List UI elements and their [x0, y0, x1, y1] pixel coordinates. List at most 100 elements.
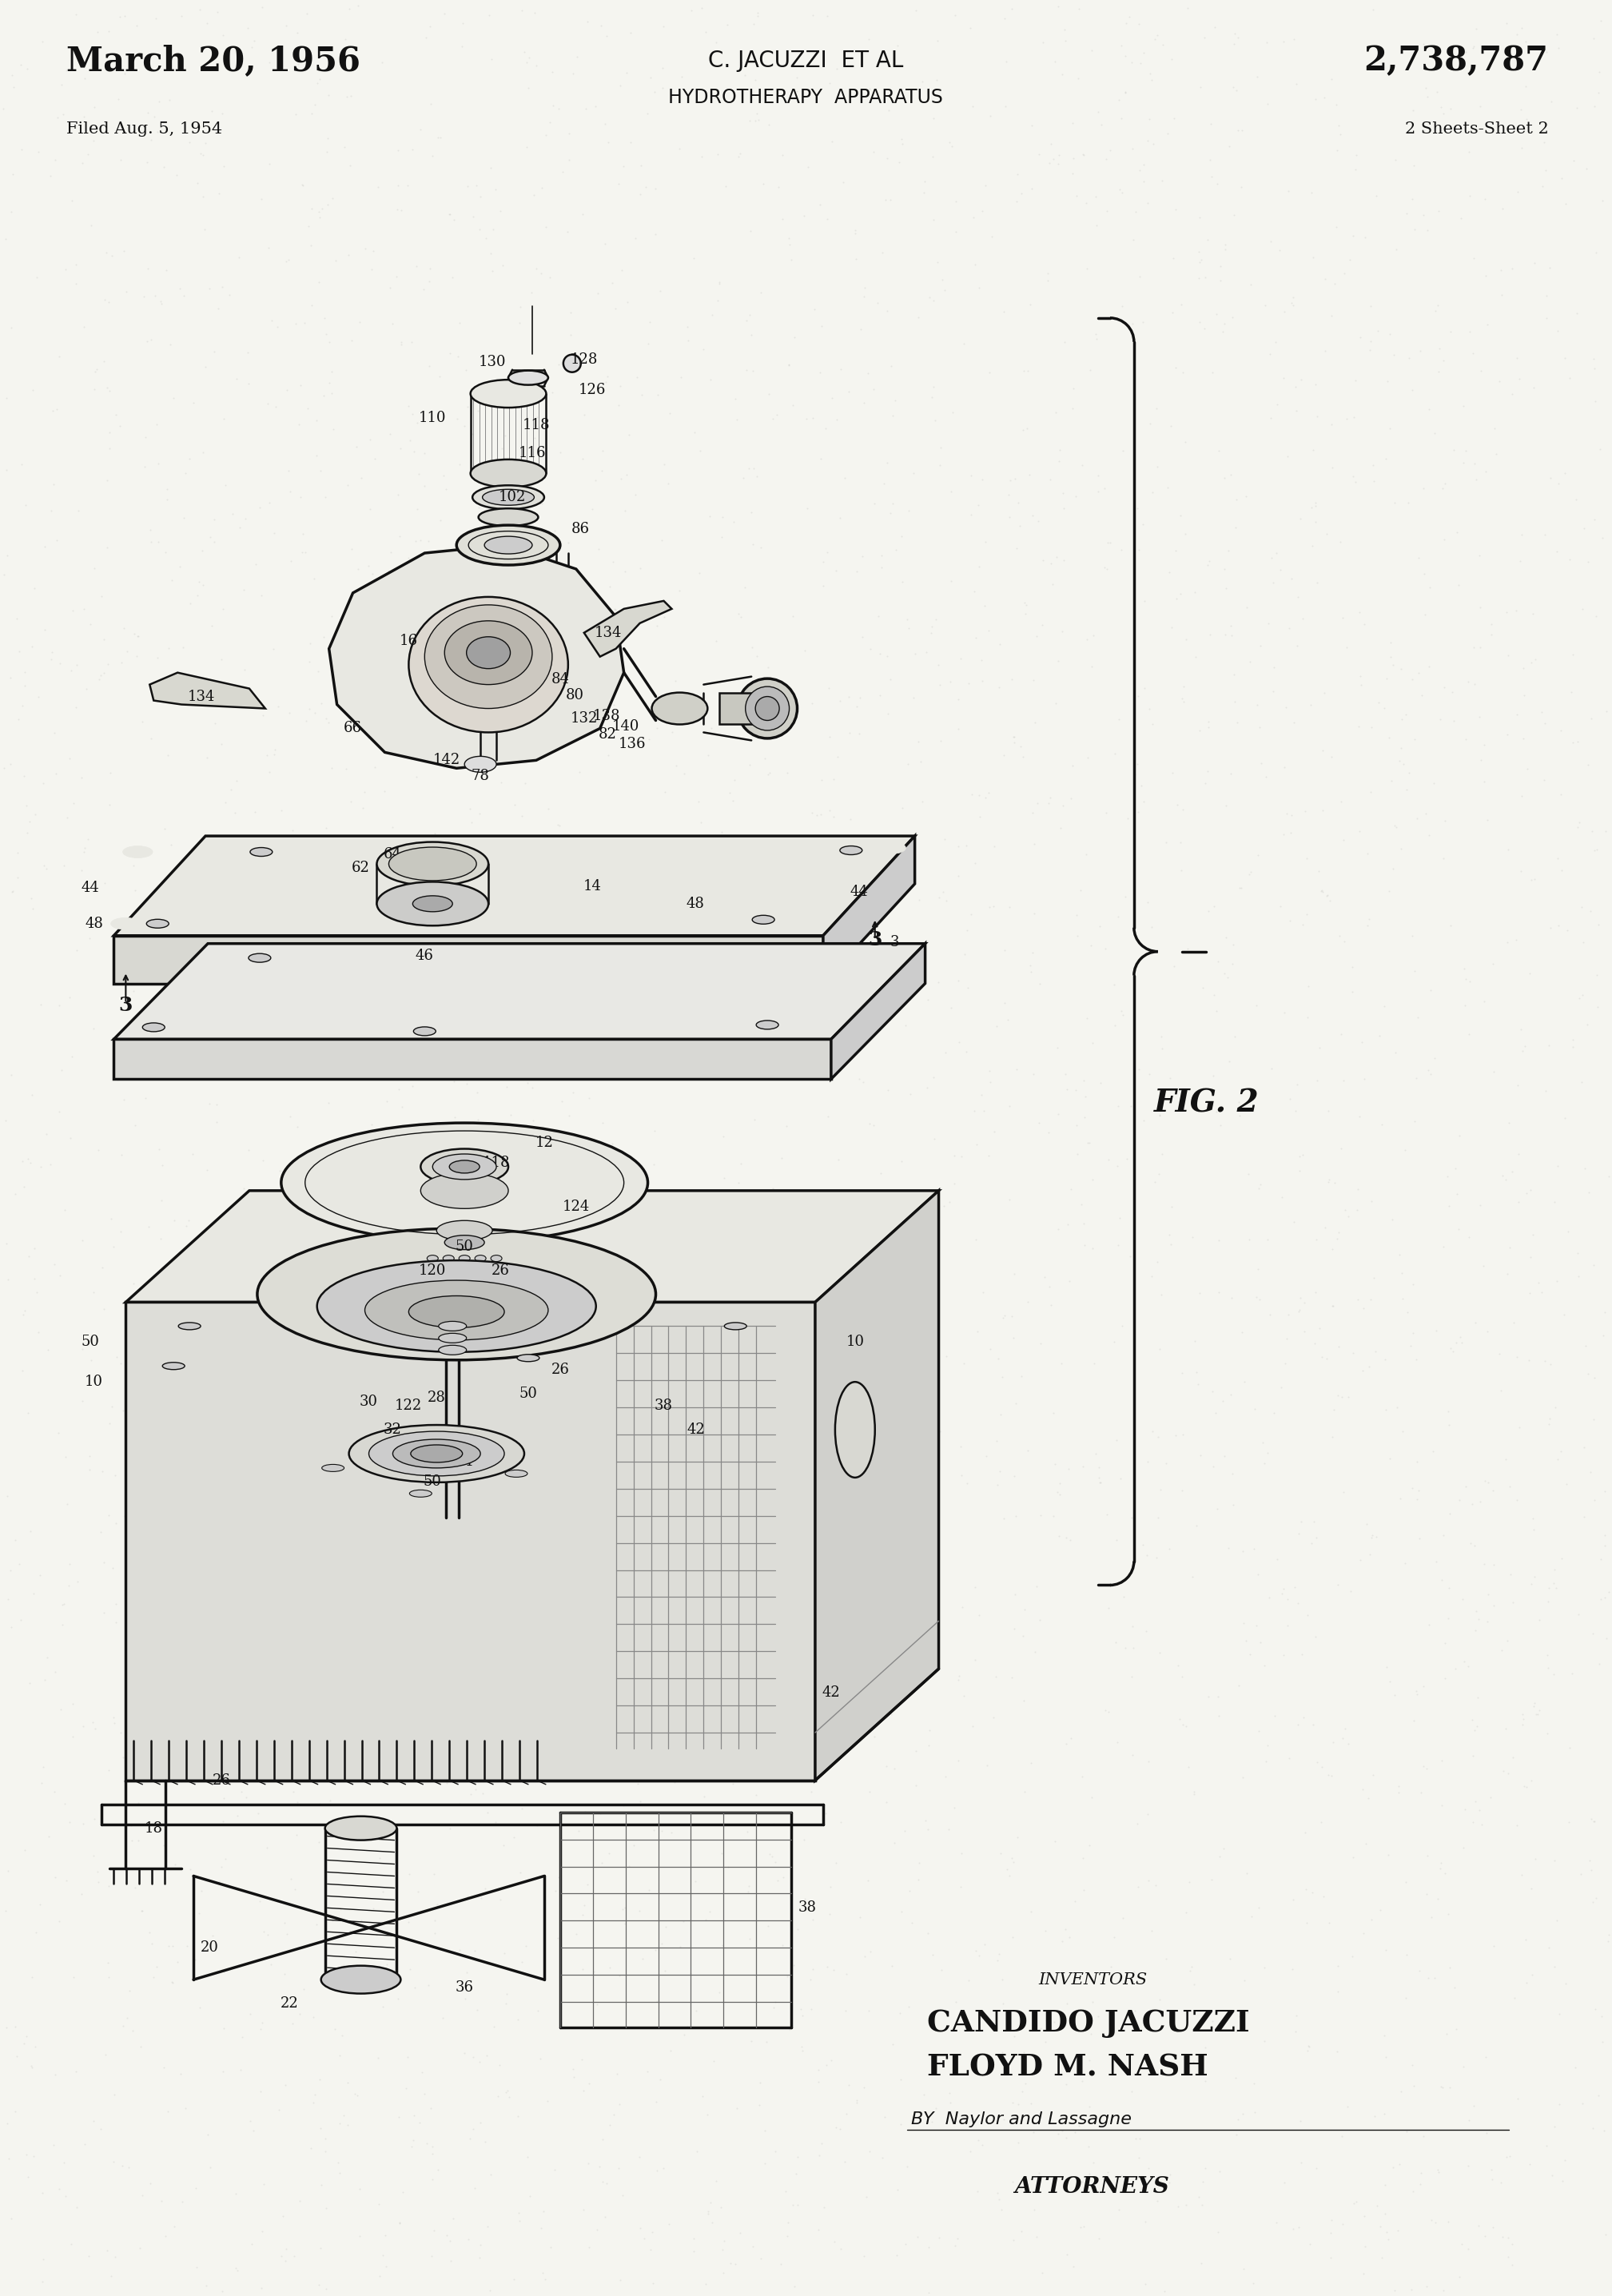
Point — [1386, 2144, 1412, 2181]
Point — [1522, 1559, 1548, 1596]
Point — [832, 1029, 858, 1065]
Point — [711, 1159, 737, 1196]
Point — [1380, 850, 1406, 886]
Point — [969, 461, 995, 498]
Point — [1243, 1391, 1269, 1428]
Point — [472, 739, 498, 776]
Point — [698, 1722, 724, 1759]
Point — [785, 2138, 811, 2174]
Point — [709, 498, 735, 535]
Point — [437, 1812, 463, 1848]
Point — [1304, 565, 1330, 602]
Point — [817, 1896, 843, 1933]
Point — [743, 1632, 769, 1669]
Point — [501, 1573, 527, 1609]
Point — [967, 799, 993, 836]
Ellipse shape — [438, 1320, 466, 1332]
Point — [1493, 1162, 1519, 1199]
Point — [92, 2037, 118, 2073]
Point — [466, 2239, 492, 2275]
Point — [1122, 755, 1148, 792]
Point — [840, 1619, 866, 1655]
Point — [1046, 1210, 1072, 1247]
Point — [1201, 976, 1227, 1013]
Point — [1235, 1995, 1261, 2032]
Point — [1351, 1290, 1377, 1327]
Point — [1478, 1779, 1504, 1816]
Point — [513, 765, 538, 801]
Point — [899, 1628, 925, 1665]
Point — [492, 1035, 517, 1072]
Point — [613, 1906, 638, 1942]
Point — [121, 971, 147, 1008]
Point — [1499, 250, 1525, 287]
Point — [943, 1984, 969, 2020]
Point — [1080, 1231, 1106, 1267]
Point — [129, 1600, 155, 1637]
Point — [1494, 923, 1520, 960]
Point — [490, 248, 516, 285]
Ellipse shape — [724, 1322, 746, 1329]
Point — [445, 1359, 471, 1396]
Point — [588, 1180, 614, 1217]
Point — [1375, 2220, 1401, 2257]
Point — [205, 289, 231, 326]
Point — [97, 429, 123, 466]
Point — [19, 2050, 45, 2087]
Point — [131, 1433, 156, 1469]
Point — [766, 168, 791, 204]
Point — [224, 1798, 250, 1835]
Point — [780, 1591, 806, 1628]
Point — [861, 1279, 887, 1316]
Point — [164, 156, 190, 193]
Point — [438, 1118, 464, 1155]
Text: FIG. 2: FIG. 2 — [1154, 1088, 1259, 1118]
Point — [419, 1759, 445, 1795]
Point — [1354, 1506, 1380, 1543]
Point — [1225, 113, 1251, 149]
Point — [1117, 1238, 1143, 1274]
Point — [877, 661, 903, 698]
Point — [471, 1775, 496, 1812]
Point — [185, 563, 211, 599]
Point — [1066, 60, 1091, 96]
Point — [556, 523, 582, 560]
Point — [642, 1114, 667, 1150]
Point — [600, 1130, 625, 1166]
Point — [1356, 1779, 1381, 1816]
Polygon shape — [114, 934, 824, 983]
Point — [140, 1958, 166, 1995]
Point — [771, 1860, 796, 1896]
Point — [1460, 2087, 1486, 2124]
Point — [143, 1277, 169, 1313]
Point — [390, 1511, 416, 1548]
Point — [1019, 496, 1045, 533]
Point — [492, 418, 517, 455]
Point — [322, 2011, 348, 2048]
Point — [874, 1513, 899, 1550]
Point — [390, 2174, 416, 2211]
Point — [814, 1194, 840, 1231]
Point — [445, 1472, 471, 1508]
Point — [1393, 696, 1419, 732]
Point — [1078, 32, 1104, 69]
Point — [1272, 748, 1298, 785]
Point — [506, 386, 532, 422]
Point — [861, 133, 887, 170]
Point — [135, 250, 161, 287]
Point — [1430, 471, 1456, 507]
Point — [405, 1577, 430, 1614]
Point — [1309, 1805, 1335, 1841]
Point — [303, 402, 329, 439]
Point — [355, 549, 380, 585]
Point — [1535, 1584, 1560, 1621]
Point — [358, 491, 384, 528]
Point — [1277, 608, 1302, 645]
Point — [501, 1818, 527, 1855]
Point — [1541, 1552, 1567, 1589]
Point — [646, 923, 672, 960]
Point — [1135, 184, 1161, 220]
Point — [1215, 1529, 1241, 1566]
Point — [455, 1954, 480, 1991]
Point — [501, 1754, 527, 1791]
